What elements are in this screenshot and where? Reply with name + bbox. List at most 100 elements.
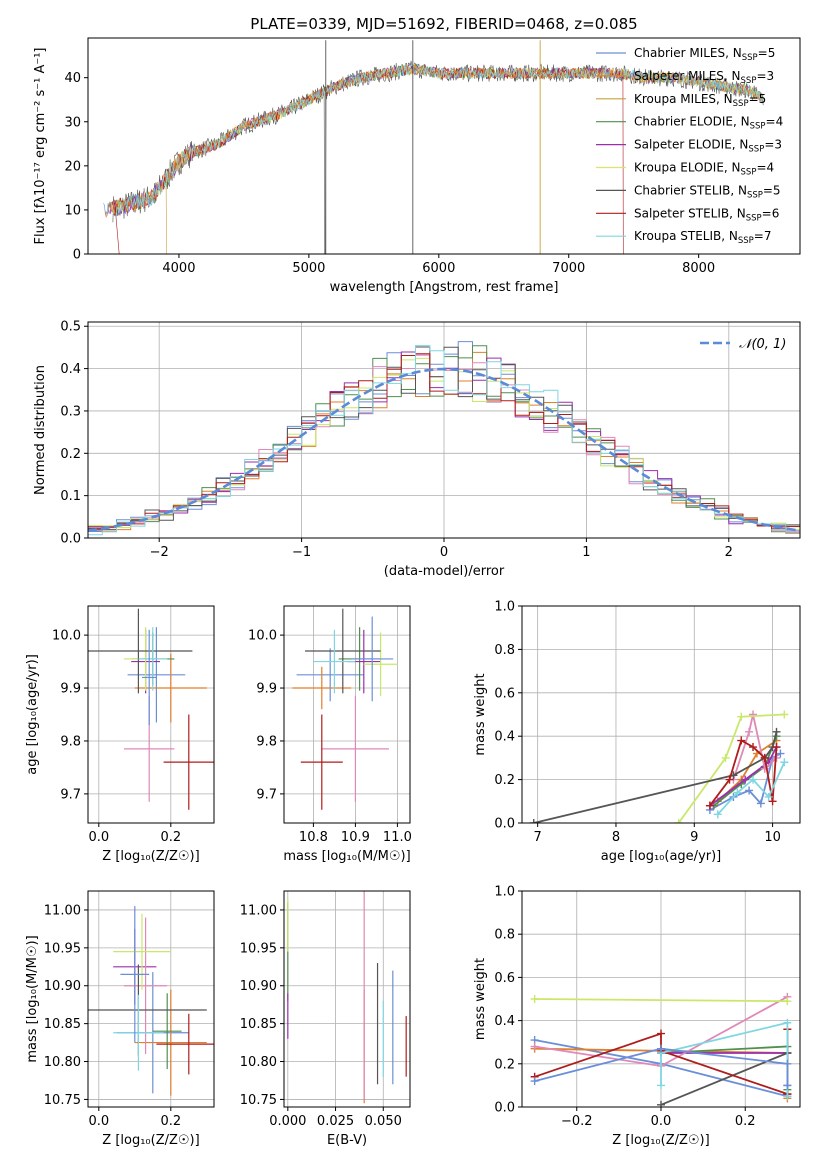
x-tick-label: 8000 <box>682 261 715 276</box>
errorbar-point <box>305 608 381 694</box>
y-tick-label: 0.2 <box>60 447 81 462</box>
mass-weight-point <box>749 743 758 752</box>
y-tick-label: 9.9 <box>60 682 81 697</box>
grid-lines <box>284 606 410 823</box>
y-tick-label: 9.7 <box>256 787 277 802</box>
mass-weight-point <box>768 797 777 806</box>
y-tick-label: 1.0 <box>494 885 515 900</box>
plot-area <box>88 906 214 1096</box>
x-tick-label: 7000 <box>552 261 585 276</box>
x-tick-label: 0.2 <box>160 1114 181 1129</box>
legend-entry: Kroupa STELIB, NSSP=7 <box>634 229 772 246</box>
legend-entry-subscript: SSP <box>738 236 754 246</box>
spectrum-panel: 4000 5000 6000 7000 8000 0 10 20 30 40 wavelength … <box>33 37 801 295</box>
y-tick-label: 0.0 <box>60 532 81 547</box>
mass-weight-point <box>760 753 769 762</box>
mass-weight-point <box>783 997 792 1006</box>
figure-title: PLATE=0339, MJD=51692, FIBERID=0468, z=0… <box>250 15 637 33</box>
x-axis-label: wavelength [Angstrom, rest frame] <box>330 280 559 295</box>
legend-entry-count: =3 <box>764 138 782 152</box>
x-tick-label: 4000 <box>162 261 195 276</box>
mass-weight-point <box>780 710 789 719</box>
mass-weight-series-line <box>677 713 785 823</box>
legend-entry-name: Kroupa MILES, N <box>634 92 733 106</box>
legend: 𝒩(0, 1) <box>700 337 786 352</box>
mass-weight-point <box>530 995 539 1003</box>
mass-weight-point <box>783 1018 792 1027</box>
x-tick-label: 5000 <box>292 261 325 276</box>
mass-weight-point <box>657 1044 665 1053</box>
legend-entry: Chabrier MILES, NSSP=5 <box>634 46 775 63</box>
x-tick-label: 0.2 <box>735 1114 756 1129</box>
legend-entry-subscript: SSP <box>750 122 766 132</box>
legend-entry-count: =5 <box>763 183 781 197</box>
legend-entry-subscript: SSP <box>733 99 749 109</box>
errorbar-point <box>313 629 356 694</box>
mass-weight-point <box>772 743 781 752</box>
errorbar-point <box>142 629 157 726</box>
y-tick-label: 9.7 <box>60 787 81 802</box>
mass-weight-point <box>705 801 714 810</box>
legend-entry-count: =4 <box>766 115 784 129</box>
x-tick-label: 9 <box>690 830 698 845</box>
legend-entry-name: Kroupa ELODIE, N <box>634 161 741 175</box>
errorbar-point <box>134 653 207 723</box>
y-tick-label: 30 <box>64 115 81 130</box>
legend-entry-name: Salpeter ELODIE, N <box>634 138 748 152</box>
legend-entry: Salpeter ELODIE, NSSP=3 <box>634 138 782 155</box>
legend-entry: Salpeter STELIB, NSSP=6 <box>634 206 779 223</box>
mass-weight-point <box>737 736 746 745</box>
y-tick-label: 11.00 <box>44 903 81 918</box>
y-tick-label: 20 <box>64 159 81 174</box>
mass-vs-metallicity-panel: 0.0 0.2 10.75 10.80 10.85 10.90 10.95 11.00 Z [l… <box>25 890 215 1148</box>
errorbar-point <box>351 616 394 702</box>
mass-weight-point <box>530 1077 539 1086</box>
x-tick-label: 11.0 <box>383 830 412 845</box>
y-tick-label: 10.80 <box>240 1055 277 1070</box>
legend-entry-name: Chabrier MILES, N <box>634 46 742 60</box>
y-axis-label: mass [log₁₀(M/M☉)] <box>25 935 40 1062</box>
residuals-histogram-panel: −2 −1 0 1 2 0.0 0.1 0.2 0.3 0.4 0.5 (data-model)/er… <box>33 320 801 579</box>
y-tick-label: 0.6 <box>494 971 515 986</box>
y-tick-label: 0.4 <box>60 362 81 377</box>
y-tick-label: 10.90 <box>240 979 277 994</box>
x-tick-label: −0.2 <box>561 1114 593 1129</box>
y-tick-label: 0.4 <box>494 1014 515 1029</box>
errorbar-point <box>127 627 186 723</box>
axes-frame <box>283 605 411 824</box>
y-tick-label: 0 <box>73 248 81 263</box>
mass-weight-point <box>725 775 734 784</box>
x-tick-label: 0.000 <box>269 1114 306 1129</box>
y-tick-label: 0.2 <box>494 773 515 788</box>
x-tick-label: 0.0 <box>88 830 109 845</box>
errorbar-point <box>113 994 164 1071</box>
y-tick-label: 10.95 <box>44 941 81 956</box>
legend-entry-name: Chabrier ELODIE, N <box>634 115 750 129</box>
mass-weight-point <box>674 819 683 823</box>
y-tick-label: 0.8 <box>494 928 515 943</box>
grid-lines <box>88 891 214 1107</box>
y-tick-label: 10 <box>64 203 81 218</box>
errorbar-point <box>88 608 193 694</box>
errorbar-point <box>120 906 150 1043</box>
errorbar-point <box>138 627 168 691</box>
legend-entry-count: =4 <box>756 161 774 175</box>
mass-weight-series-line <box>534 998 788 1003</box>
y-tick-label: 10.75 <box>44 1093 81 1108</box>
axes-frame <box>87 37 801 255</box>
y-tick-label: 11.00 <box>240 903 277 918</box>
errorbar-point <box>156 1013 214 1075</box>
x-tick-label: 0.2 <box>160 830 181 845</box>
y-tick-label: 10.85 <box>240 1017 277 1032</box>
mass-weight-point <box>733 788 742 797</box>
x-axis-label: age [log₁₀(age/yr)] <box>601 849 722 864</box>
legend-entry-subscript: SSP <box>741 168 757 178</box>
mass-weight-point <box>737 712 746 721</box>
x-tick-label: 10.9 <box>341 830 370 845</box>
y-tick-label: 10.0 <box>52 629 81 644</box>
mass-weight-point <box>783 1092 792 1101</box>
legend-entry-name: Salpeter MILES, N <box>634 69 741 83</box>
legend-entry: Chabrier ELODIE, NSSP=4 <box>634 115 783 132</box>
